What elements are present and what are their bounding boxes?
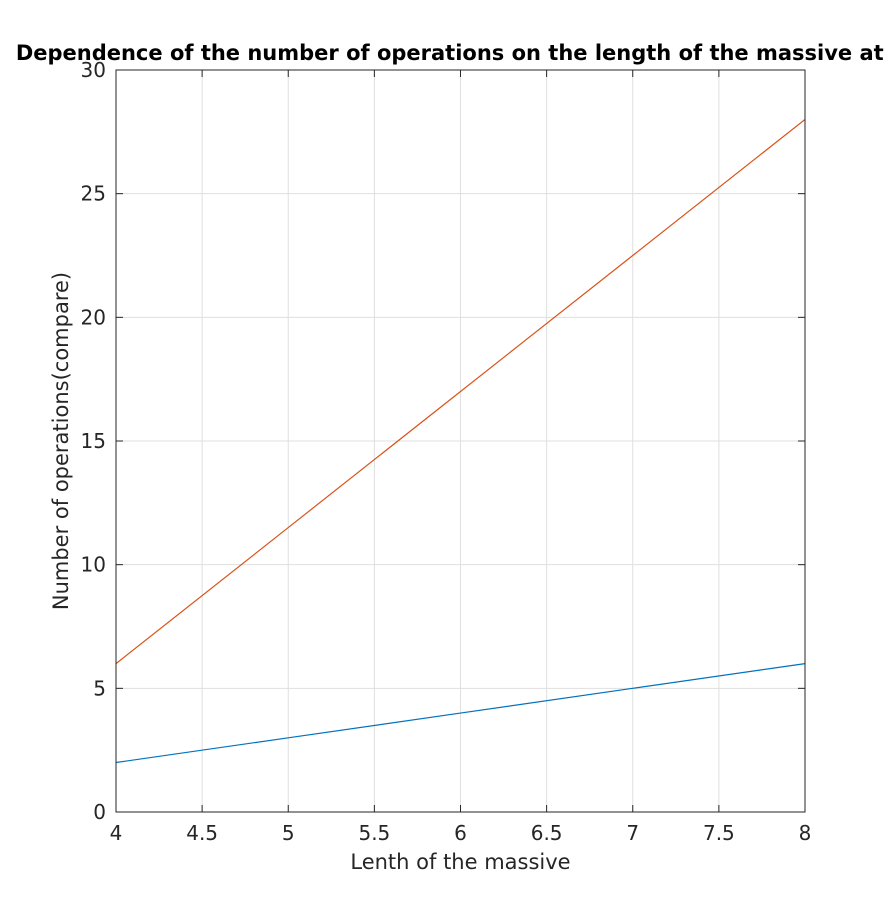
- chart-title: Dependence of the number of operations o…: [16, 41, 891, 65]
- y-tick-label: 20: [81, 305, 106, 329]
- y-tick-label: 30: [81, 58, 106, 82]
- series-layer: [115, 118, 806, 764]
- series-line-2: [115, 118, 806, 665]
- x-tick-label: 7.5: [703, 821, 735, 845]
- series-line-1: [115, 663, 806, 764]
- x-tick-label: 8: [799, 821, 812, 845]
- x-tick-label: 6.5: [531, 821, 563, 845]
- x-tick-label: 4: [110, 821, 123, 845]
- x-tick-label: 5.5: [358, 821, 390, 845]
- y-tick-label: 15: [81, 429, 106, 453]
- x-tick-label: 7: [626, 821, 639, 845]
- grid: [116, 70, 805, 812]
- ticks: 4 4.5 5 5.5 6 6.5 7 7.5 8 0 5 10 15 20 25 30: [81, 58, 812, 845]
- y-tick-label: 0: [93, 800, 106, 824]
- x-tick-label: 6: [454, 821, 467, 845]
- y-tick-label: 25: [81, 182, 106, 206]
- y-tick-label: 10: [81, 553, 106, 577]
- y-axis-label: Number of operations(compare): [49, 272, 73, 610]
- x-tick-label: 4.5: [186, 821, 218, 845]
- x-tick-label: 5: [282, 821, 295, 845]
- y-tick-label: 5: [93, 676, 106, 700]
- x-axis-label: Lenth of the massive: [350, 850, 570, 874]
